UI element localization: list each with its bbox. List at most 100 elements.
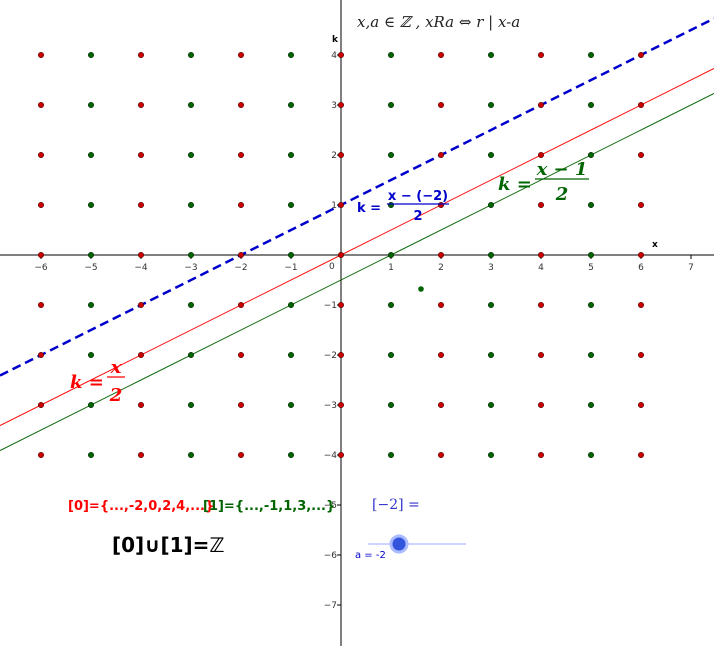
lattice-point <box>488 352 495 359</box>
lattice-point <box>338 302 345 309</box>
lattice-point <box>87 302 94 309</box>
x-tick-label: 7 <box>688 263 694 273</box>
class-line <box>0 93 714 451</box>
slider-label: a = -2 <box>355 550 386 561</box>
lattice-point <box>388 251 395 258</box>
x-tick-label: −1 <box>284 263 297 273</box>
equation-denominator: 2 <box>413 209 422 224</box>
lattice-point <box>38 151 45 158</box>
lattice-point <box>137 302 144 309</box>
lattice-point <box>338 52 345 59</box>
lattice-point <box>237 352 244 359</box>
lattice-point <box>38 201 45 208</box>
lattice-point <box>338 151 345 158</box>
lattice-point <box>588 201 595 208</box>
lattice-point <box>38 402 45 409</box>
lattice-point <box>338 352 345 359</box>
class-line <box>0 68 714 426</box>
equation-numerator: x − 1 <box>536 159 588 180</box>
lattice-point <box>438 101 445 108</box>
x-tick-label: 2 <box>438 263 444 273</box>
lattice-point <box>638 302 645 309</box>
x-tick-label: −4 <box>134 263 148 273</box>
lattice-point <box>288 151 295 158</box>
lattice-point <box>288 352 295 359</box>
lattice-point <box>87 402 94 409</box>
lattice-point <box>137 201 144 208</box>
lattice-point <box>87 201 94 208</box>
equation-lhs: k = <box>70 372 104 393</box>
class-a: [−2] = <box>372 497 420 513</box>
lattice-point <box>38 302 45 309</box>
lattice-point <box>638 201 645 208</box>
lattice-point <box>438 402 445 409</box>
y-tick-label: −2 <box>324 351 337 361</box>
lattice-point <box>338 251 345 258</box>
lattice-point <box>237 251 244 258</box>
x-tick-label: −3 <box>184 263 197 273</box>
lattice-point <box>438 151 445 158</box>
lattice-point <box>388 302 395 309</box>
lattice-point <box>38 251 45 258</box>
lattice-point <box>38 352 45 359</box>
class-zero: [0]={...,-2,0,2,4,...} <box>68 499 214 514</box>
lattice-point <box>638 452 645 459</box>
lattice-point <box>288 101 295 108</box>
lattice-point <box>488 201 495 208</box>
lattice-point <box>588 452 595 459</box>
lattice-point <box>438 52 445 59</box>
lattice-point <box>187 101 194 108</box>
lattice-point <box>538 52 545 59</box>
union: [0]∪[1]=ℤ <box>112 533 224 557</box>
lattice-point <box>237 452 244 459</box>
lattice-point <box>137 251 144 258</box>
lattice-point <box>187 251 194 258</box>
equation-denominator: 2 <box>109 385 123 406</box>
lattice-point <box>87 151 94 158</box>
y-tick-label: −7 <box>324 601 337 611</box>
y-tick-label: −4 <box>324 451 338 461</box>
equation-lhs: k = <box>498 174 532 195</box>
lattice-point <box>338 452 345 459</box>
class-one: [1]={...,-1,1,3,...} <box>203 499 335 514</box>
lattice-point <box>288 251 295 258</box>
lattice-point <box>137 151 144 158</box>
x-axis-label: x <box>652 240 658 250</box>
lattice-point <box>137 402 144 409</box>
lattice-point <box>638 101 645 108</box>
lattice-point <box>388 402 395 409</box>
lattice-point <box>288 52 295 59</box>
y-tick-label: −5 <box>324 501 337 511</box>
lattice-point <box>187 352 194 359</box>
lattice-point <box>588 302 595 309</box>
lattice-point <box>237 302 244 309</box>
y-tick-label: −3 <box>324 401 337 411</box>
slider-knob[interactable] <box>389 534 409 554</box>
lattice-point <box>488 52 495 59</box>
equation-lhs: k = <box>357 201 381 216</box>
x-tick-label: 4 <box>538 263 544 273</box>
lattice-point <box>87 251 94 258</box>
lattice-point <box>588 251 595 258</box>
lattice-point <box>237 402 244 409</box>
lattice-point <box>638 151 645 158</box>
y-tick-label: 4 <box>331 51 337 61</box>
lattice-point <box>588 151 595 158</box>
lattice-point <box>38 52 45 59</box>
lattice-point <box>488 251 495 258</box>
lattice-point <box>538 352 545 359</box>
origin-label: 0 <box>329 262 335 272</box>
lattice-point <box>87 452 94 459</box>
lattice-point <box>438 251 445 258</box>
lattice-point <box>438 352 445 359</box>
lattice-point <box>438 452 445 459</box>
lattice-point <box>538 201 545 208</box>
x-tick-label: −2 <box>234 263 247 273</box>
lattice-point <box>187 402 194 409</box>
x-tick-label: 3 <box>488 263 494 273</box>
lattice-point <box>187 201 194 208</box>
lattice-point <box>538 151 545 158</box>
lattice-point <box>187 151 194 158</box>
point <box>418 286 424 292</box>
